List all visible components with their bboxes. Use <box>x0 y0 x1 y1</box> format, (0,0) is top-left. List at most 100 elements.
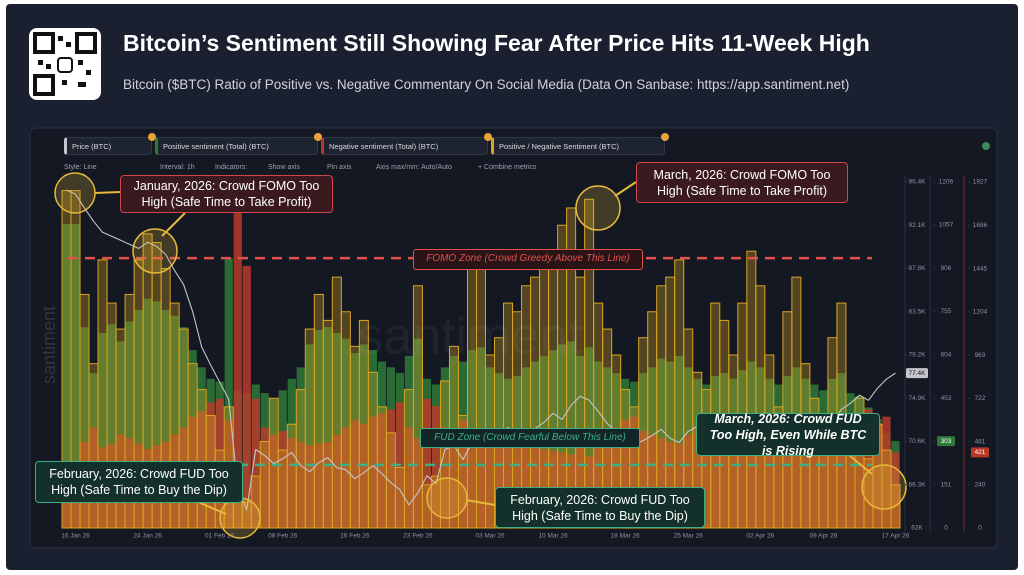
bar <box>702 420 711 528</box>
y-tick-label: 151 <box>941 481 952 488</box>
toolbar-item[interactable]: + Combine metrics <box>478 164 537 171</box>
bar <box>107 324 116 528</box>
bar <box>413 438 423 528</box>
bar <box>503 441 513 528</box>
annotation: March, 2026: Crowd FOMO Too High (Safe T… <box>636 162 848 203</box>
y-tick-label: 1445 <box>973 265 988 272</box>
bar <box>612 427 621 528</box>
bar <box>413 338 423 528</box>
y-tick-label: 906 <box>941 265 952 272</box>
arrow <box>94 191 121 194</box>
bar <box>630 416 639 528</box>
bar <box>269 434 278 528</box>
legend-tab[interactable]: Positive sentiment (Total) (BTC) <box>155 133 322 155</box>
x-tick-label: 17 Apr 26 <box>882 533 910 540</box>
toolbar-item[interactable]: Pin axis <box>327 164 352 171</box>
toolbar-item[interactable]: Indicators: <box>215 164 248 171</box>
y-tick-label: 96.4K <box>909 179 927 186</box>
status-dot <box>982 142 990 150</box>
step-bar <box>755 285 766 529</box>
annotation: March, 2026: Crowd FUD Too High, Even Wh… <box>696 412 880 458</box>
step-bar <box>295 389 306 529</box>
legend-label: Price (BTC) <box>72 142 112 151</box>
legend-tab[interactable]: Negative sentiment (Total) (BTC) <box>321 133 492 155</box>
y-tick-label: 1206 <box>939 179 954 186</box>
bar <box>80 327 89 528</box>
bar <box>648 434 657 528</box>
value-tag-label: 421 <box>975 449 986 456</box>
bar <box>801 431 810 528</box>
y-tick-label: 92.1K <box>909 222 927 229</box>
step-bar <box>331 276 342 529</box>
value-tag-label: 303 <box>941 438 952 445</box>
bar <box>170 315 179 528</box>
step-bar <box>376 406 387 529</box>
y-tick-label: 1927 <box>973 179 988 186</box>
bar <box>738 438 747 528</box>
bar <box>819 416 828 528</box>
toolbar-item[interactable]: Show axis <box>268 164 300 171</box>
y-tick-label: 481 <box>975 438 986 445</box>
step-bar <box>196 389 207 529</box>
subtitle: Bitcoin ($BTC) Ratio of Positive vs. Neg… <box>123 77 850 92</box>
step-bar <box>322 319 333 529</box>
arrows <box>94 181 873 515</box>
x-tick-label: 08 Feb 26 <box>268 533 298 540</box>
bar <box>242 265 251 528</box>
y-tick-label: 0 <box>978 525 982 532</box>
step-bar <box>187 363 198 529</box>
bar <box>350 420 359 528</box>
x-tick-label: 25 Mar 26 <box>674 533 704 540</box>
step-bar <box>313 293 324 529</box>
value-tag-label: 77.4K <box>909 370 927 377</box>
bar <box>521 445 531 528</box>
toolbar-item[interactable]: Interval: 1h <box>160 164 195 171</box>
bar <box>332 332 341 528</box>
bar <box>323 327 332 528</box>
bar <box>675 443 684 528</box>
y-tick-label: 453 <box>941 395 952 402</box>
watermark: santiment <box>357 308 583 366</box>
side-watermark: santiment <box>39 306 59 384</box>
bar <box>783 438 792 528</box>
bar <box>134 309 143 528</box>
bar <box>62 223 71 528</box>
bar <box>837 438 846 528</box>
highlight-circle <box>575 185 621 231</box>
bar <box>594 441 603 528</box>
legend-tab[interactable]: Positive / Negative Sentiment (BTC) <box>491 133 669 155</box>
bar <box>143 298 152 528</box>
y-tick-label: 1057 <box>939 221 954 228</box>
bar <box>657 438 666 528</box>
arrow <box>849 455 873 475</box>
annotation: February, 2026: Crowd FUD Too High (Safe… <box>495 487 705 528</box>
legend-label: Negative sentiment (Total) (BTC) <box>329 142 439 151</box>
bar <box>458 420 468 528</box>
bar <box>846 413 855 528</box>
toolbar-item[interactable]: Axis max/min: Auto/Auto <box>376 164 452 171</box>
bar <box>161 309 170 528</box>
toolbar-item[interactable]: Style: Line <box>64 164 97 171</box>
y-tick-label: 963 <box>975 352 986 359</box>
step-bar <box>791 276 802 529</box>
bar <box>621 420 630 528</box>
x-tick-label: 09 Apr 26 <box>809 533 837 540</box>
bar <box>476 445 486 528</box>
bar <box>711 438 720 528</box>
bar <box>603 434 612 528</box>
y-tick-label: 62K <box>911 525 923 532</box>
bar <box>305 445 314 528</box>
bar <box>855 423 864 528</box>
bar <box>792 443 801 528</box>
bar <box>386 409 395 528</box>
bar <box>422 398 432 528</box>
y-tick-label: 722 <box>975 395 986 402</box>
bar <box>233 185 242 528</box>
legend-label: Positive / Negative Sentiment (BTC) <box>499 142 620 151</box>
y-tick-label: 1204 <box>973 309 988 316</box>
legend-tab[interactable]: Price (BTC) <box>64 133 156 155</box>
y-tick-label: 755 <box>941 308 952 315</box>
bar <box>639 431 648 528</box>
